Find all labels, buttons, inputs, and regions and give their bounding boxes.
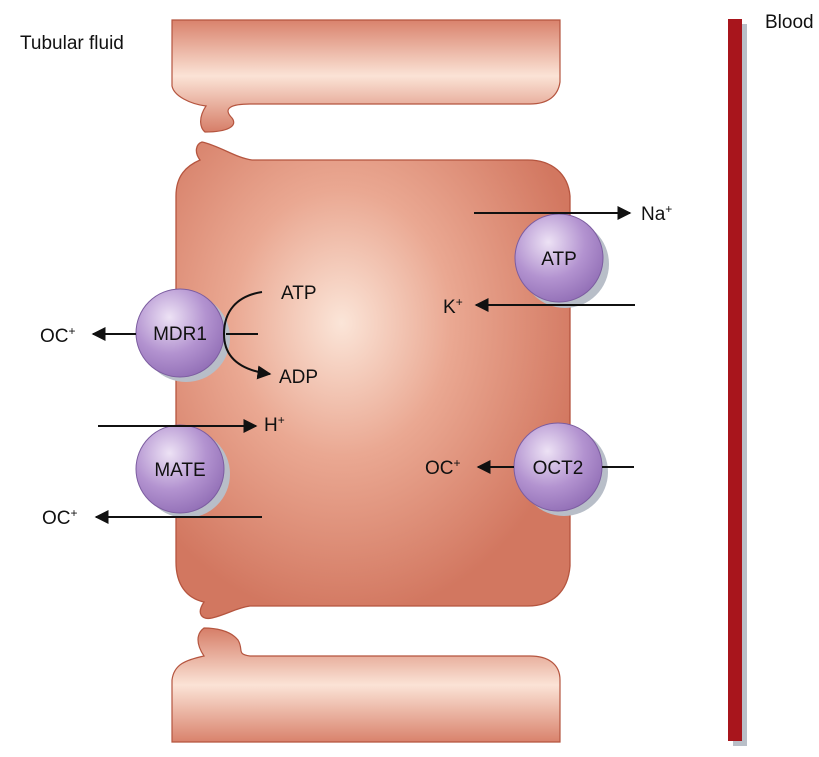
mate-label: MATE [154,460,205,481]
main-cell [175,141,571,620]
top-neighbor-cell [171,19,561,133]
mate-oc-label: OC+ [42,506,78,529]
oct2-label: OCT2 [533,458,584,479]
k-ion-label: K+ [443,295,463,318]
blood-label: Blood [765,12,814,33]
na-ion-label: Na+ [641,202,672,225]
blood-vessel [728,19,742,741]
oct2-oc-label: OC+ [425,456,461,479]
h-ion-label: H+ [264,413,285,436]
adp-label: ADP [279,367,318,388]
atp-label: ATP [281,283,317,304]
tubular-fluid-label: Tubular fluid [20,33,124,54]
mdr1-oc-label: OC+ [40,324,76,347]
pump-label: ATP [541,249,577,270]
bottom-neighbor-cell [171,627,561,743]
atp-hydrolysis-arrow [222,291,272,380]
mdr1-label: MDR1 [153,324,207,345]
